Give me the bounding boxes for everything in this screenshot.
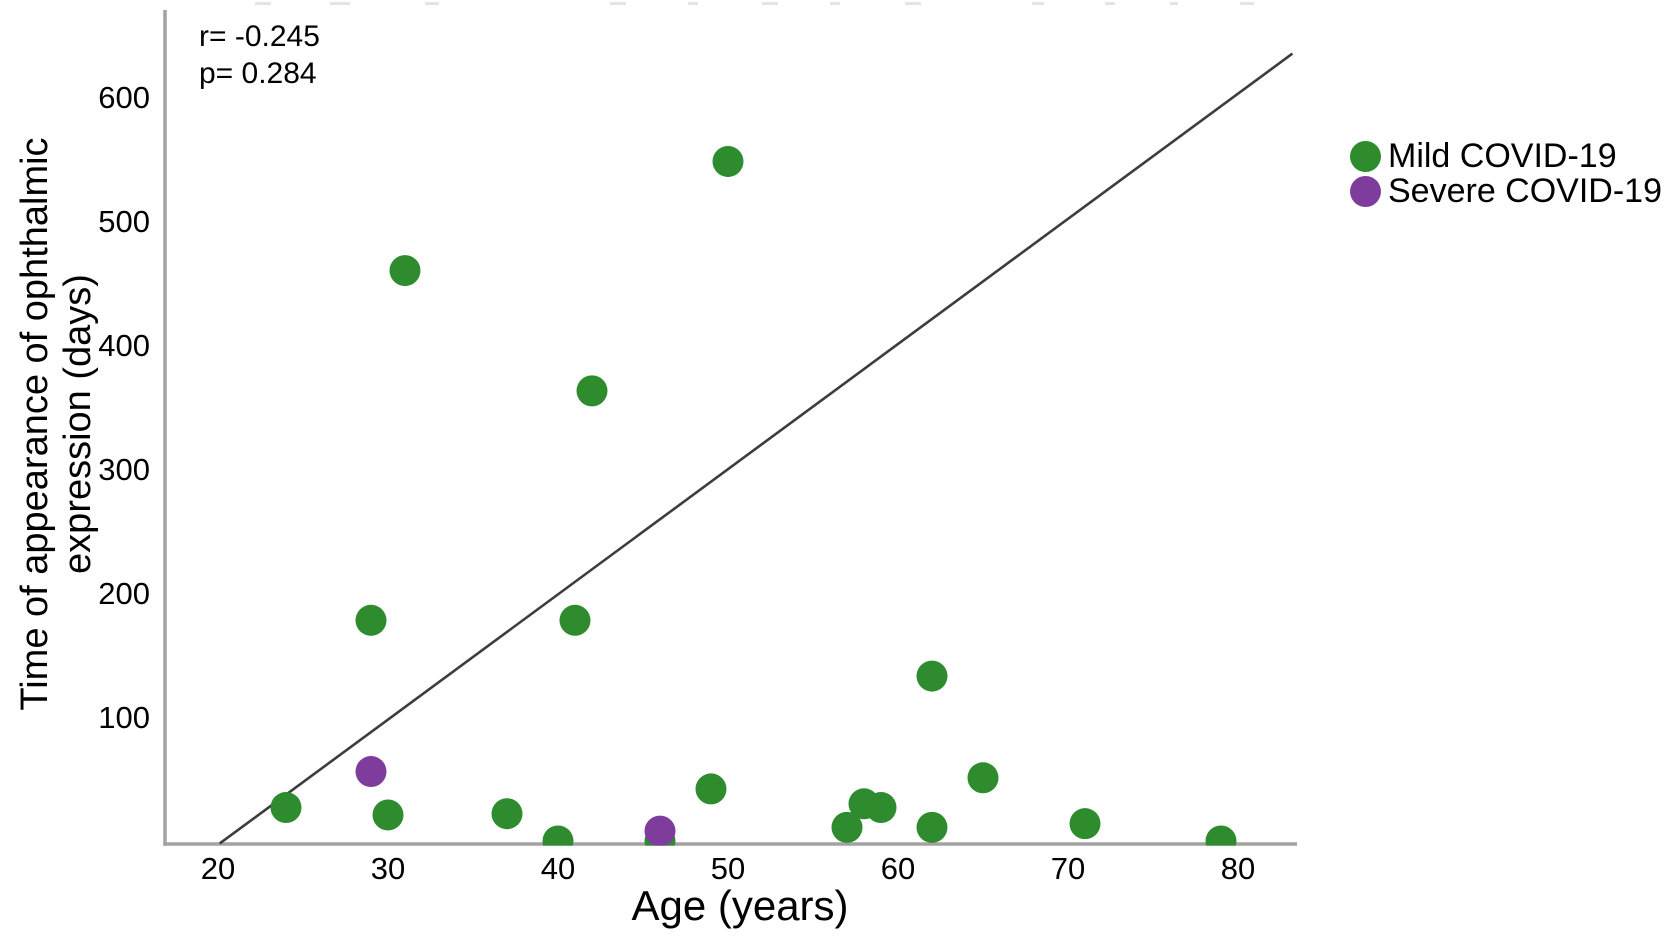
cropped-text-artifact bbox=[1032, 2, 1044, 5]
cropped-text-artifact bbox=[905, 2, 921, 5]
stats-annotation: r= -0.245 p= 0.284 bbox=[199, 18, 320, 92]
data-point-severe bbox=[355, 756, 387, 788]
y-axis-title-line1: Time of appearance of ophthalmic bbox=[14, 137, 56, 711]
x-tick-label: 30 bbox=[371, 851, 405, 886]
y-axis-title: Time of appearance of ophthalmic express… bbox=[14, 0, 102, 849]
x-axis-title: Age (years) bbox=[631, 882, 849, 929]
data-point-severe bbox=[644, 815, 676, 846]
data-point-mild bbox=[967, 762, 999, 794]
legend-label-severe: Severe COVID-19 bbox=[1388, 172, 1662, 210]
plot-area bbox=[218, 52, 1294, 846]
cropped-text-artifact bbox=[1105, 2, 1115, 5]
legend-label-mild: Mild COVID-19 bbox=[1388, 137, 1617, 175]
legend: Mild COVID-19 Severe COVID-19 bbox=[1350, 137, 1662, 210]
mild-covid-swatch-icon bbox=[1350, 141, 1381, 172]
cropped-text-artifact bbox=[1240, 2, 1254, 5]
r-value-text: r= -0.245 bbox=[199, 20, 320, 53]
data-point-mild bbox=[355, 604, 387, 636]
x-tick-label: 70 bbox=[1051, 851, 1085, 886]
cropped-text-artifact bbox=[830, 2, 840, 5]
data-point-mild bbox=[916, 660, 948, 692]
data-point-mild bbox=[1069, 808, 1101, 840]
data-point-mild bbox=[372, 799, 404, 831]
data-point-mild bbox=[831, 811, 863, 843]
legend-item-mild: Mild COVID-19 bbox=[1350, 137, 1662, 175]
y-tick-label: 100 bbox=[98, 700, 150, 735]
y-tick-label: 200 bbox=[98, 576, 150, 611]
y-tick-label: 600 bbox=[98, 80, 150, 115]
legend-item-severe: Severe COVID-19 bbox=[1350, 172, 1662, 210]
p-value-text: p= 0.284 bbox=[199, 57, 317, 90]
data-point-mild bbox=[712, 145, 744, 177]
x-tick-label: 50 bbox=[711, 851, 745, 886]
y-tick-label: 500 bbox=[98, 204, 150, 239]
data-point-mild bbox=[576, 375, 608, 407]
y-tick-label: 400 bbox=[98, 328, 150, 363]
trend-line bbox=[218, 52, 1294, 845]
cropped-text-artifact bbox=[610, 2, 626, 5]
cropped-text-artifact bbox=[762, 2, 778, 5]
data-point-mild bbox=[1205, 825, 1237, 846]
y-tick-label: 300 bbox=[98, 452, 150, 487]
y-axis-title-line2: expression (days) bbox=[57, 274, 99, 574]
severe-covid-swatch-icon bbox=[1350, 176, 1381, 207]
cropped-text-artifact bbox=[330, 2, 350, 5]
data-point-mild bbox=[542, 825, 574, 846]
cropped-text-artifact bbox=[1170, 2, 1178, 5]
data-point-mild bbox=[389, 255, 421, 287]
x-tick-label: 20 bbox=[201, 851, 235, 886]
data-point-mild bbox=[865, 792, 897, 824]
data-point-mild bbox=[270, 792, 302, 824]
data-point-mild bbox=[491, 798, 523, 830]
x-tick-label: 60 bbox=[881, 851, 915, 886]
x-tick-label: 40 bbox=[541, 851, 575, 886]
data-point-mild bbox=[695, 773, 727, 805]
data-point-mild bbox=[559, 604, 591, 636]
cropped-text-artifact bbox=[255, 2, 271, 5]
x-tick-label: 80 bbox=[1221, 851, 1255, 886]
cropped-text-artifact bbox=[425, 2, 439, 5]
cropped-text-artifact bbox=[688, 2, 698, 5]
data-point-mild bbox=[916, 811, 948, 843]
